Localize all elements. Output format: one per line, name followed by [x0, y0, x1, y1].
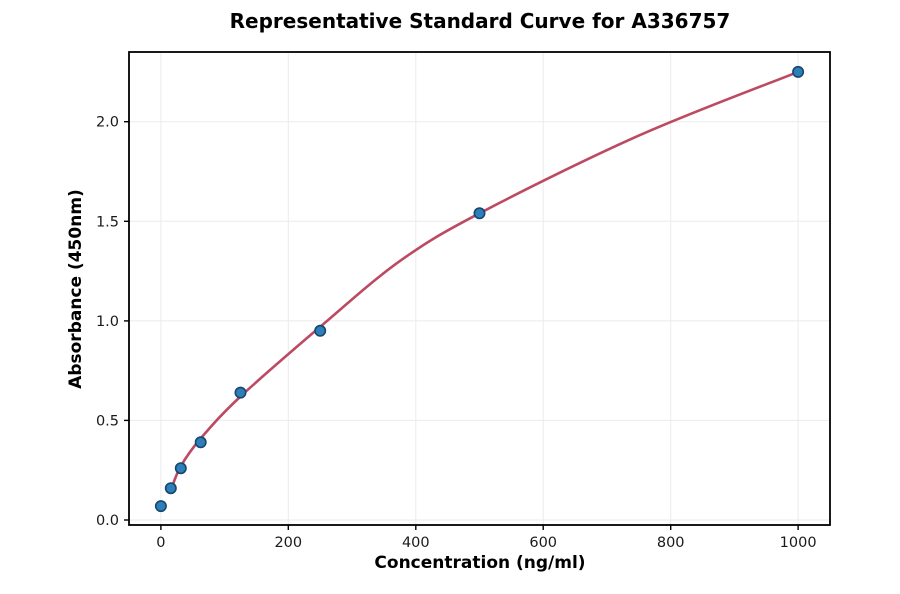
x-axis-label: Concentration (ng/ml) — [374, 553, 586, 573]
y-tick-label: 1.0 — [96, 314, 119, 330]
y-tick-label: 0.0 — [96, 513, 119, 529]
data-point — [164, 482, 177, 495]
y-tick-label: 2.0 — [96, 115, 119, 131]
x-tick-label: 0 — [156, 535, 165, 551]
fitted-curve — [169, 70, 800, 492]
x-tick-label: 200 — [274, 535, 302, 551]
data-point — [174, 462, 187, 475]
data-point — [473, 207, 486, 220]
data-point — [234, 386, 247, 399]
x-tick-label: 1000 — [780, 535, 817, 551]
x-tick-label: 400 — [402, 535, 430, 551]
data-point — [154, 500, 167, 513]
y-tick-label: 1.5 — [96, 214, 119, 230]
x-tick-label: 600 — [529, 535, 557, 551]
data-point — [194, 436, 207, 449]
data-point — [314, 324, 327, 337]
x-tick-label: 800 — [657, 535, 685, 551]
chart-title: Representative Standard Curve for A33675… — [229, 9, 731, 33]
data-point — [792, 65, 805, 78]
y-tick-label: 0.5 — [96, 413, 119, 429]
plot-border — [128, 51, 831, 526]
